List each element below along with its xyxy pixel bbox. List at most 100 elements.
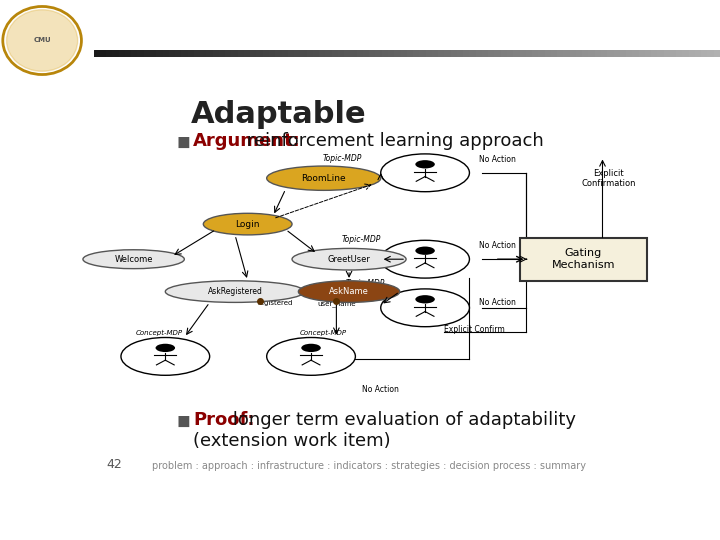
- Bar: [269, 50, 275, 57]
- Bar: [495, 50, 501, 57]
- Bar: [419, 50, 426, 57]
- Bar: [507, 50, 513, 57]
- Bar: [106, 50, 112, 57]
- Bar: [300, 50, 307, 57]
- Bar: [356, 50, 363, 57]
- Bar: [388, 50, 395, 57]
- Bar: [94, 50, 100, 57]
- Bar: [444, 50, 451, 57]
- Bar: [701, 50, 708, 57]
- Bar: [582, 50, 588, 57]
- Bar: [395, 50, 400, 57]
- Ellipse shape: [298, 281, 400, 302]
- Text: Argument:: Argument:: [193, 132, 301, 150]
- Bar: [651, 50, 657, 57]
- Bar: [156, 50, 163, 57]
- Text: 42: 42: [107, 458, 122, 471]
- Bar: [181, 50, 188, 57]
- Ellipse shape: [166, 281, 305, 302]
- Bar: [645, 50, 651, 57]
- Bar: [119, 50, 125, 57]
- Text: longer term evaluation of adaptability: longer term evaluation of adaptability: [227, 411, 576, 429]
- Circle shape: [121, 338, 210, 375]
- Text: (extension work item): (extension work item): [193, 432, 391, 450]
- Bar: [526, 50, 532, 57]
- Bar: [251, 50, 256, 57]
- Bar: [407, 50, 413, 57]
- Bar: [532, 50, 539, 57]
- Bar: [194, 50, 200, 57]
- Bar: [488, 50, 495, 57]
- Ellipse shape: [266, 166, 381, 191]
- Ellipse shape: [83, 249, 184, 268]
- Bar: [664, 50, 670, 57]
- Bar: [288, 50, 294, 57]
- Bar: [338, 50, 344, 57]
- Bar: [307, 50, 313, 57]
- Text: problem : approach : infrastructure : indicators : strategies : decision process: problem : approach : infrastructure : in…: [152, 462, 586, 471]
- Bar: [595, 50, 601, 57]
- Bar: [426, 50, 432, 57]
- Bar: [563, 50, 570, 57]
- Text: Adaptable: Adaptable: [190, 100, 366, 129]
- Bar: [557, 50, 563, 57]
- Bar: [714, 50, 720, 57]
- Text: No Action: No Action: [479, 241, 516, 251]
- Bar: [708, 50, 714, 57]
- Bar: [332, 50, 338, 57]
- Text: CMU: CMU: [33, 37, 51, 44]
- Text: AskRegistered: AskRegistered: [207, 287, 263, 296]
- Circle shape: [266, 338, 356, 375]
- Bar: [219, 50, 225, 57]
- Bar: [282, 50, 288, 57]
- Bar: [451, 50, 457, 57]
- Bar: [275, 50, 282, 57]
- Bar: [501, 50, 507, 57]
- Text: registered: registered: [257, 300, 292, 306]
- Text: problem : approach :  : indicators : strategies : decision process : summary: problem : approach : : indicators : stra…: [183, 462, 550, 471]
- Text: Concept-MDP: Concept-MDP: [300, 330, 347, 336]
- Bar: [100, 50, 106, 57]
- Text: GreetUser: GreetUser: [328, 255, 371, 264]
- Text: Gating
Mechanism: Gating Mechanism: [552, 248, 615, 270]
- Ellipse shape: [292, 248, 406, 270]
- Bar: [438, 50, 444, 57]
- Text: Topic-MDP: Topic-MDP: [323, 154, 362, 163]
- Bar: [312, 50, 319, 57]
- Bar: [225, 50, 231, 57]
- Bar: [131, 50, 138, 57]
- Text: ◼: ◼: [176, 412, 190, 430]
- Bar: [413, 50, 419, 57]
- Bar: [319, 50, 325, 57]
- Circle shape: [156, 344, 175, 352]
- Bar: [244, 50, 251, 57]
- Bar: [539, 50, 544, 57]
- Bar: [482, 50, 488, 57]
- Bar: [187, 50, 194, 57]
- Bar: [150, 50, 156, 57]
- Text: Topic-MDP: Topic-MDP: [342, 235, 382, 244]
- Bar: [207, 50, 212, 57]
- Bar: [520, 50, 526, 57]
- Bar: [200, 50, 207, 57]
- Circle shape: [6, 10, 78, 71]
- Text: user_name: user_name: [318, 301, 356, 307]
- Bar: [601, 50, 607, 57]
- Circle shape: [381, 154, 469, 192]
- Bar: [231, 50, 238, 57]
- Bar: [570, 50, 576, 57]
- Text: No Action: No Action: [479, 298, 516, 307]
- Bar: [432, 50, 438, 57]
- Bar: [695, 50, 701, 57]
- Text: ◼: ◼: [176, 133, 190, 151]
- Bar: [457, 50, 463, 57]
- Bar: [469, 50, 476, 57]
- Circle shape: [415, 247, 435, 255]
- Bar: [544, 50, 551, 57]
- Bar: [513, 50, 520, 57]
- FancyBboxPatch shape: [520, 238, 647, 281]
- Bar: [163, 50, 168, 57]
- Bar: [112, 50, 119, 57]
- Bar: [294, 50, 300, 57]
- Bar: [632, 50, 639, 57]
